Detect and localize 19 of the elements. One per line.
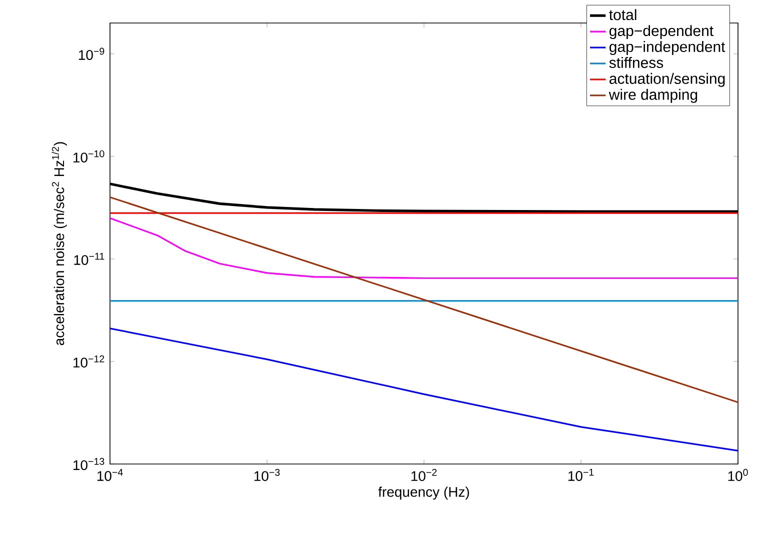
x-tick-label: 10$^{−2}$ — [411, 468, 437, 482]
x-tick-label: 10$^{0}$ — [728, 468, 748, 482]
legend-label: stiffness — [609, 56, 664, 68]
legend-label: actuation/sensing — [610, 72, 725, 87]
y-axis-title: acceleration noise (m/sec$^{2}$ Hz$^{1/2}$) — [52, 142, 67, 346]
x-tick-label: 10$^{−1}$ — [568, 468, 594, 481]
y-tick-label: 10$^{−12}$ — [73, 355, 104, 368]
x-tick-label: 10$^{−3}$ — [254, 468, 280, 482]
legend-label: gap−independent — [610, 41, 726, 56]
y-tick-label: 10$^{−13}$ — [73, 458, 104, 470]
line-series — [110, 328, 738, 452]
y-tick-label: 10$^{−11}$ — [74, 252, 104, 265]
x-tick-label: 10$^{−4}$ — [97, 468, 123, 481]
y-tick-label: 10$^{−9}$ — [78, 48, 104, 60]
x-axis-title: frequency (Hz) — [378, 486, 470, 500]
legend-label: wire damping — [608, 88, 698, 103]
y-tick-label: 10$^{−10}$ — [73, 150, 104, 163]
legend-label: total — [609, 9, 636, 20]
legend-label: gap−dependent — [610, 25, 714, 40]
